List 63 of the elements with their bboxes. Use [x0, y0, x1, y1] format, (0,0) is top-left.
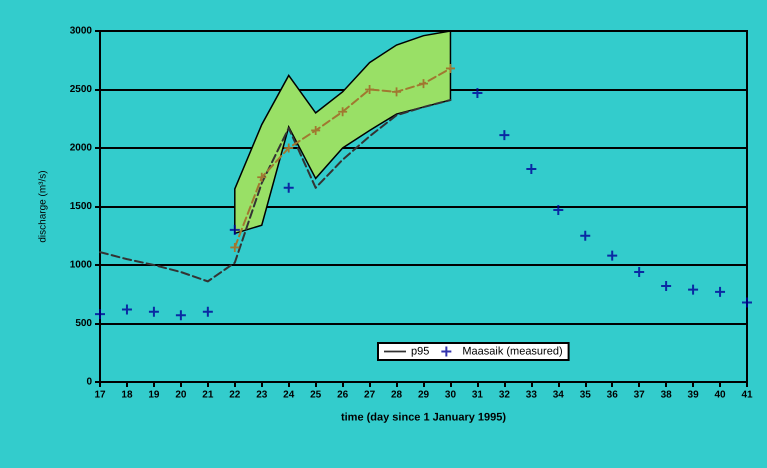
point — [688, 284, 698, 295]
y-tick-label: 2000 — [70, 142, 92, 154]
point — [607, 250, 618, 261]
x-tick-label: 24 — [283, 390, 295, 400]
x-tick-label: 29 — [418, 390, 430, 400]
legend-label: p95 — [411, 346, 430, 358]
x-tick-label: 30 — [444, 390, 456, 400]
point — [446, 64, 455, 73]
x-tick-label: 27 — [364, 390, 376, 400]
x-tick-label: 23 — [256, 390, 268, 400]
point — [365, 85, 374, 94]
point — [419, 79, 428, 88]
point — [284, 182, 294, 193]
point — [311, 126, 320, 135]
point — [580, 230, 590, 241]
x-tick-label: 41 — [741, 390, 753, 400]
point — [499, 130, 510, 140]
y-axis-title: discharge (m³/s) — [38, 170, 48, 243]
legend-label: Maasaik (measured) — [462, 346, 563, 358]
y-tick-label: 1500 — [70, 201, 92, 212]
point — [634, 267, 644, 278]
x-tick-label: 36 — [606, 390, 618, 400]
point — [148, 306, 159, 317]
point — [176, 310, 186, 320]
point — [661, 281, 672, 292]
x-tick-label: 39 — [688, 390, 700, 400]
x-tick-label: 31 — [472, 390, 484, 400]
point — [715, 286, 726, 297]
point — [230, 224, 240, 235]
x-tick-label: 22 — [229, 390, 241, 400]
point — [95, 309, 105, 320]
x-tick-label: 37 — [634, 390, 646, 400]
point — [526, 164, 536, 174]
x-axis-title: time (day since 1 January 1995) — [340, 412, 506, 424]
x-tick-label: 38 — [660, 390, 672, 400]
x-tick-label: 28 — [390, 390, 403, 400]
x-tick-label: 17 — [94, 390, 106, 400]
point — [338, 107, 348, 116]
x-tick-label: 20 — [175, 390, 187, 400]
point — [472, 88, 482, 98]
x-tick-label: 26 — [337, 390, 349, 400]
x-tick-label: 32 — [498, 390, 510, 400]
x-tick-label: 25 — [310, 390, 322, 400]
point — [230, 242, 240, 252]
x-tick-label: 34 — [552, 390, 564, 400]
y-tick-label: 3000 — [70, 26, 92, 36]
point — [122, 304, 132, 314]
y-tick-label: 2500 — [70, 84, 92, 95]
line-series — [99, 99, 452, 282]
x-tick-label: 33 — [526, 390, 538, 400]
x-tick-label: 18 — [121, 390, 133, 400]
point — [553, 205, 564, 216]
y-tick-label: 0 — [86, 376, 92, 388]
x-tick-label: 21 — [202, 390, 214, 400]
y-tick-label: 500 — [75, 318, 92, 329]
y-tick-label: 1000 — [70, 260, 92, 270]
point — [742, 297, 752, 308]
point — [284, 144, 294, 152]
point — [202, 306, 213, 317]
x-tick-label: 19 — [148, 390, 160, 400]
x-tick-label: 40 — [714, 390, 726, 400]
point — [392, 87, 402, 96]
x-tick-label: 35 — [580, 390, 592, 400]
